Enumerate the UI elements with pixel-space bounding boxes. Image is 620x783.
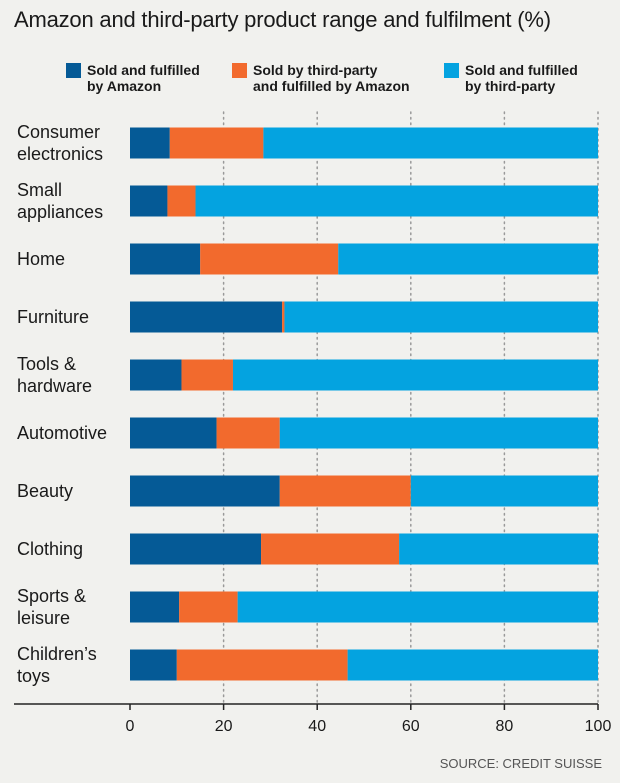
source-note: SOURCE: CREDIT SUISSE bbox=[439, 756, 602, 771]
x-tick-label-20: 20 bbox=[215, 718, 233, 735]
category-label-3: Furniture bbox=[17, 307, 89, 327]
category-label-1: Small appliances bbox=[17, 180, 103, 222]
legend-swatch-amazon bbox=[66, 63, 81, 78]
category-label-6: Beauty bbox=[17, 481, 73, 501]
legend-label-amazon: Sold and fulfilled by Amazon bbox=[87, 62, 200, 94]
category-label-9: Children’s toys bbox=[17, 644, 97, 686]
bar-third-party-fulfilled-amazon-7 bbox=[261, 533, 400, 565]
bar-third-party-fulfilled-amazon-6 bbox=[279, 475, 411, 507]
bar-sold-fulfilled-amazon-6 bbox=[130, 475, 280, 507]
category-label-0: Consumer electronics bbox=[17, 122, 103, 164]
bar-sold-fulfilled-amazon-1 bbox=[130, 185, 168, 217]
legend-swatch-third-party-fba bbox=[232, 63, 247, 78]
bar-third-party-fulfilled-amazon-9 bbox=[176, 649, 348, 681]
bar-sold-fulfilled-third-party-9 bbox=[347, 649, 598, 681]
x-tick-label-100: 100 bbox=[585, 718, 612, 735]
bar-sold-fulfilled-amazon-7 bbox=[130, 533, 262, 565]
bar-sold-fulfilled-amazon-2 bbox=[130, 243, 201, 275]
category-label-5: Automotive bbox=[17, 423, 107, 443]
category-label-8: Sports & leisure bbox=[17, 586, 86, 628]
bar-sold-fulfilled-third-party-0 bbox=[263, 127, 598, 159]
bar-sold-fulfilled-amazon-3 bbox=[130, 301, 283, 333]
bar-third-party-fulfilled-amazon-8 bbox=[179, 591, 238, 623]
bar-sold-fulfilled-amazon-8 bbox=[130, 591, 180, 623]
bar-sold-fulfilled-amazon-9 bbox=[130, 649, 177, 681]
category-label-4: Tools & hardware bbox=[17, 354, 92, 396]
bar-third-party-fulfilled-amazon-4 bbox=[181, 359, 233, 391]
bar-sold-fulfilled-third-party-6 bbox=[410, 475, 598, 507]
legend-label-third-party: Sold and fulfilled by third-party bbox=[465, 62, 578, 94]
chart-title: Amazon and third-party product range and… bbox=[14, 7, 551, 32]
category-label-2: Home bbox=[17, 249, 65, 269]
legend-item-amazon: Sold and fulfilled by Amazon bbox=[66, 62, 200, 94]
category-label-7: Clothing bbox=[17, 539, 83, 559]
bar-sold-fulfilled-third-party-8 bbox=[237, 591, 598, 623]
bar-sold-fulfilled-third-party-7 bbox=[399, 533, 598, 565]
x-tick-label-40: 40 bbox=[308, 718, 326, 735]
legend-item-third-party-fba: Sold by third-party and fulfilled by Ama… bbox=[232, 62, 410, 94]
x-tick-label-60: 60 bbox=[402, 718, 420, 735]
bar-sold-fulfilled-third-party-4 bbox=[232, 359, 598, 391]
bar-sold-fulfilled-third-party-5 bbox=[279, 417, 598, 449]
bar-sold-fulfilled-amazon-5 bbox=[130, 417, 217, 449]
bar-third-party-fulfilled-amazon-2 bbox=[200, 243, 339, 275]
x-tick-label-80: 80 bbox=[496, 718, 514, 735]
bar-sold-fulfilled-third-party-1 bbox=[195, 185, 598, 217]
bar-third-party-fulfilled-amazon-0 bbox=[169, 127, 264, 159]
bar-third-party-fulfilled-amazon-5 bbox=[216, 417, 280, 449]
x-tick-label-0: 0 bbox=[126, 718, 135, 735]
bar-third-party-fulfilled-amazon-1 bbox=[167, 185, 196, 217]
legend-label-third-party-fba: Sold by third-party and fulfilled by Ama… bbox=[253, 62, 410, 94]
bar-sold-fulfilled-amazon-0 bbox=[130, 127, 170, 159]
legend-swatch-third-party bbox=[444, 63, 459, 78]
bar-sold-fulfilled-third-party-3 bbox=[284, 301, 598, 333]
bar-sold-fulfilled-amazon-4 bbox=[130, 359, 182, 391]
legend-item-third-party: Sold and fulfilled by third-party bbox=[444, 62, 578, 94]
bar-sold-fulfilled-third-party-2 bbox=[338, 243, 598, 275]
bar-third-party-fulfilled-amazon-3 bbox=[282, 301, 285, 333]
